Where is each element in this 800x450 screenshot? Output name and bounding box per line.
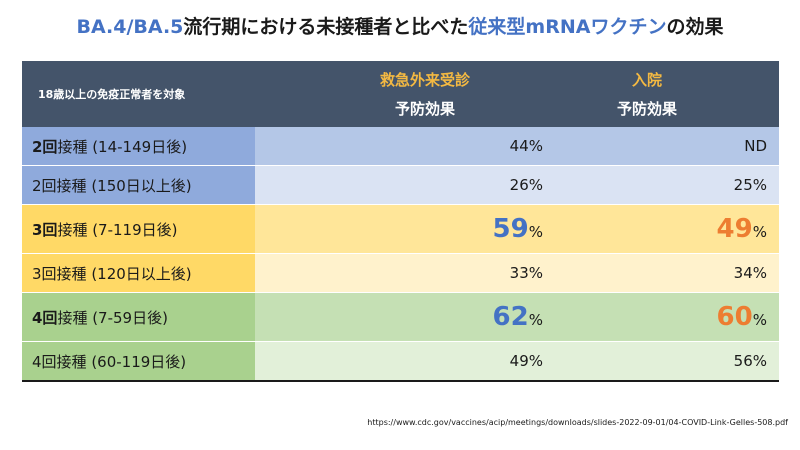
table-row: 2回接種 (14-149日後) 44% ND <box>22 127 779 166</box>
er-value: 44% <box>255 127 555 166</box>
dose-interval: 接種 (14-149日後) <box>57 137 188 156</box>
dose-count: 3回 <box>32 264 57 283</box>
row-label: 2回接種 (150日以上後) <box>22 165 255 205</box>
header-hospitalization: 入院 予防効果 <box>555 61 779 127</box>
er-value-highlight: 62% <box>255 292 555 342</box>
title-end: の効果 <box>666 16 724 38</box>
title-variant: BA.4/BA.5 <box>76 16 184 38</box>
hosp-value: 56% <box>555 341 779 382</box>
dose-interval: 接種 (150日以上後) <box>56 176 192 195</box>
dose-interval: 接種 (7-59日後) <box>57 308 168 327</box>
dose-count: 4回 <box>32 308 58 327</box>
vaccine-effectiveness-table: 18歳以上の免疫正常者を対象 救急外来受診 予防効果 入院 予防効果 2回接種 … <box>22 61 779 382</box>
table-header-row: 18歳以上の免疫正常者を対象 救急外来受診 予防効果 入院 予防効果 <box>22 61 779 127</box>
row-label: 3回接種 (7-119日後) <box>22 204 255 254</box>
header-er-title: 救急外来受診 <box>379 71 470 89</box>
hosp-value-highlight: 60% <box>555 292 779 342</box>
row-label: 3回接種 (120日以上後) <box>22 253 255 293</box>
percent-sign: % <box>528 311 543 329</box>
dose-interval: 接種 (7-119日後) <box>57 220 178 239</box>
header-target-population: 18歳以上の免疫正常者を対象 <box>22 61 255 127</box>
er-value: 49% <box>255 341 555 382</box>
dose-count: 3回 <box>32 220 58 239</box>
table-row: 4回接種 (60-119日後) 49% 56% <box>22 341 779 382</box>
er-highlight-number: 62 <box>492 302 529 332</box>
percent-sign: % <box>752 223 767 241</box>
dose-interval: 接種 (120日以上後) <box>56 264 192 283</box>
hosp-highlight-number: 60 <box>716 302 753 332</box>
er-value: 26% <box>255 165 555 205</box>
percent-sign: % <box>528 223 543 241</box>
table-row: 4回接種 (7-59日後) 62% 60% <box>22 292 779 342</box>
dose-count: 2回 <box>32 176 57 195</box>
table-row: 2回接種 (150日以上後) 26% 25% <box>22 165 779 205</box>
dose-count: 4回 <box>32 352 57 371</box>
hosp-value: 34% <box>555 253 779 293</box>
er-value-highlight: 59% <box>255 204 555 254</box>
hosp-value-highlight: 49% <box>555 204 779 254</box>
header-er-visit: 救急外来受診 予防効果 <box>255 61 555 127</box>
row-label: 2回接種 (14-149日後) <box>22 127 255 166</box>
slide-title: BA.4/BA.5流行期における未接種者と比べた従来型mRNAワクチンの効果 <box>0 12 800 39</box>
percent-sign: % <box>752 311 767 329</box>
row-label: 4回接種 (7-59日後) <box>22 292 255 342</box>
hosp-highlight-number: 49 <box>716 214 753 244</box>
row-label: 4回接種 (60-119日後) <box>22 341 255 382</box>
table-row: 3回接種 (7-119日後) 59% 49% <box>22 204 779 254</box>
dose-count: 2回 <box>32 137 58 156</box>
er-highlight-number: 59 <box>492 214 529 244</box>
dose-interval: 接種 (60-119日後) <box>56 352 187 371</box>
header-hosp-title: 入院 <box>631 71 662 89</box>
header-hosp-subtitle: 予防効果 <box>616 100 677 118</box>
header-er-subtitle: 予防効果 <box>394 100 455 118</box>
hosp-value: ND <box>555 127 779 166</box>
title-middle: 流行期における未接種者と比べた <box>183 16 469 38</box>
er-value: 33% <box>255 253 555 293</box>
title-vaccine: 従来型mRNAワクチン <box>468 16 667 38</box>
source-url: https://www.cdc.gov/vaccines/acip/meetin… <box>367 418 788 427</box>
table-row: 3回接種 (120日以上後) 33% 34% <box>22 253 779 293</box>
hosp-value: 25% <box>555 165 779 205</box>
